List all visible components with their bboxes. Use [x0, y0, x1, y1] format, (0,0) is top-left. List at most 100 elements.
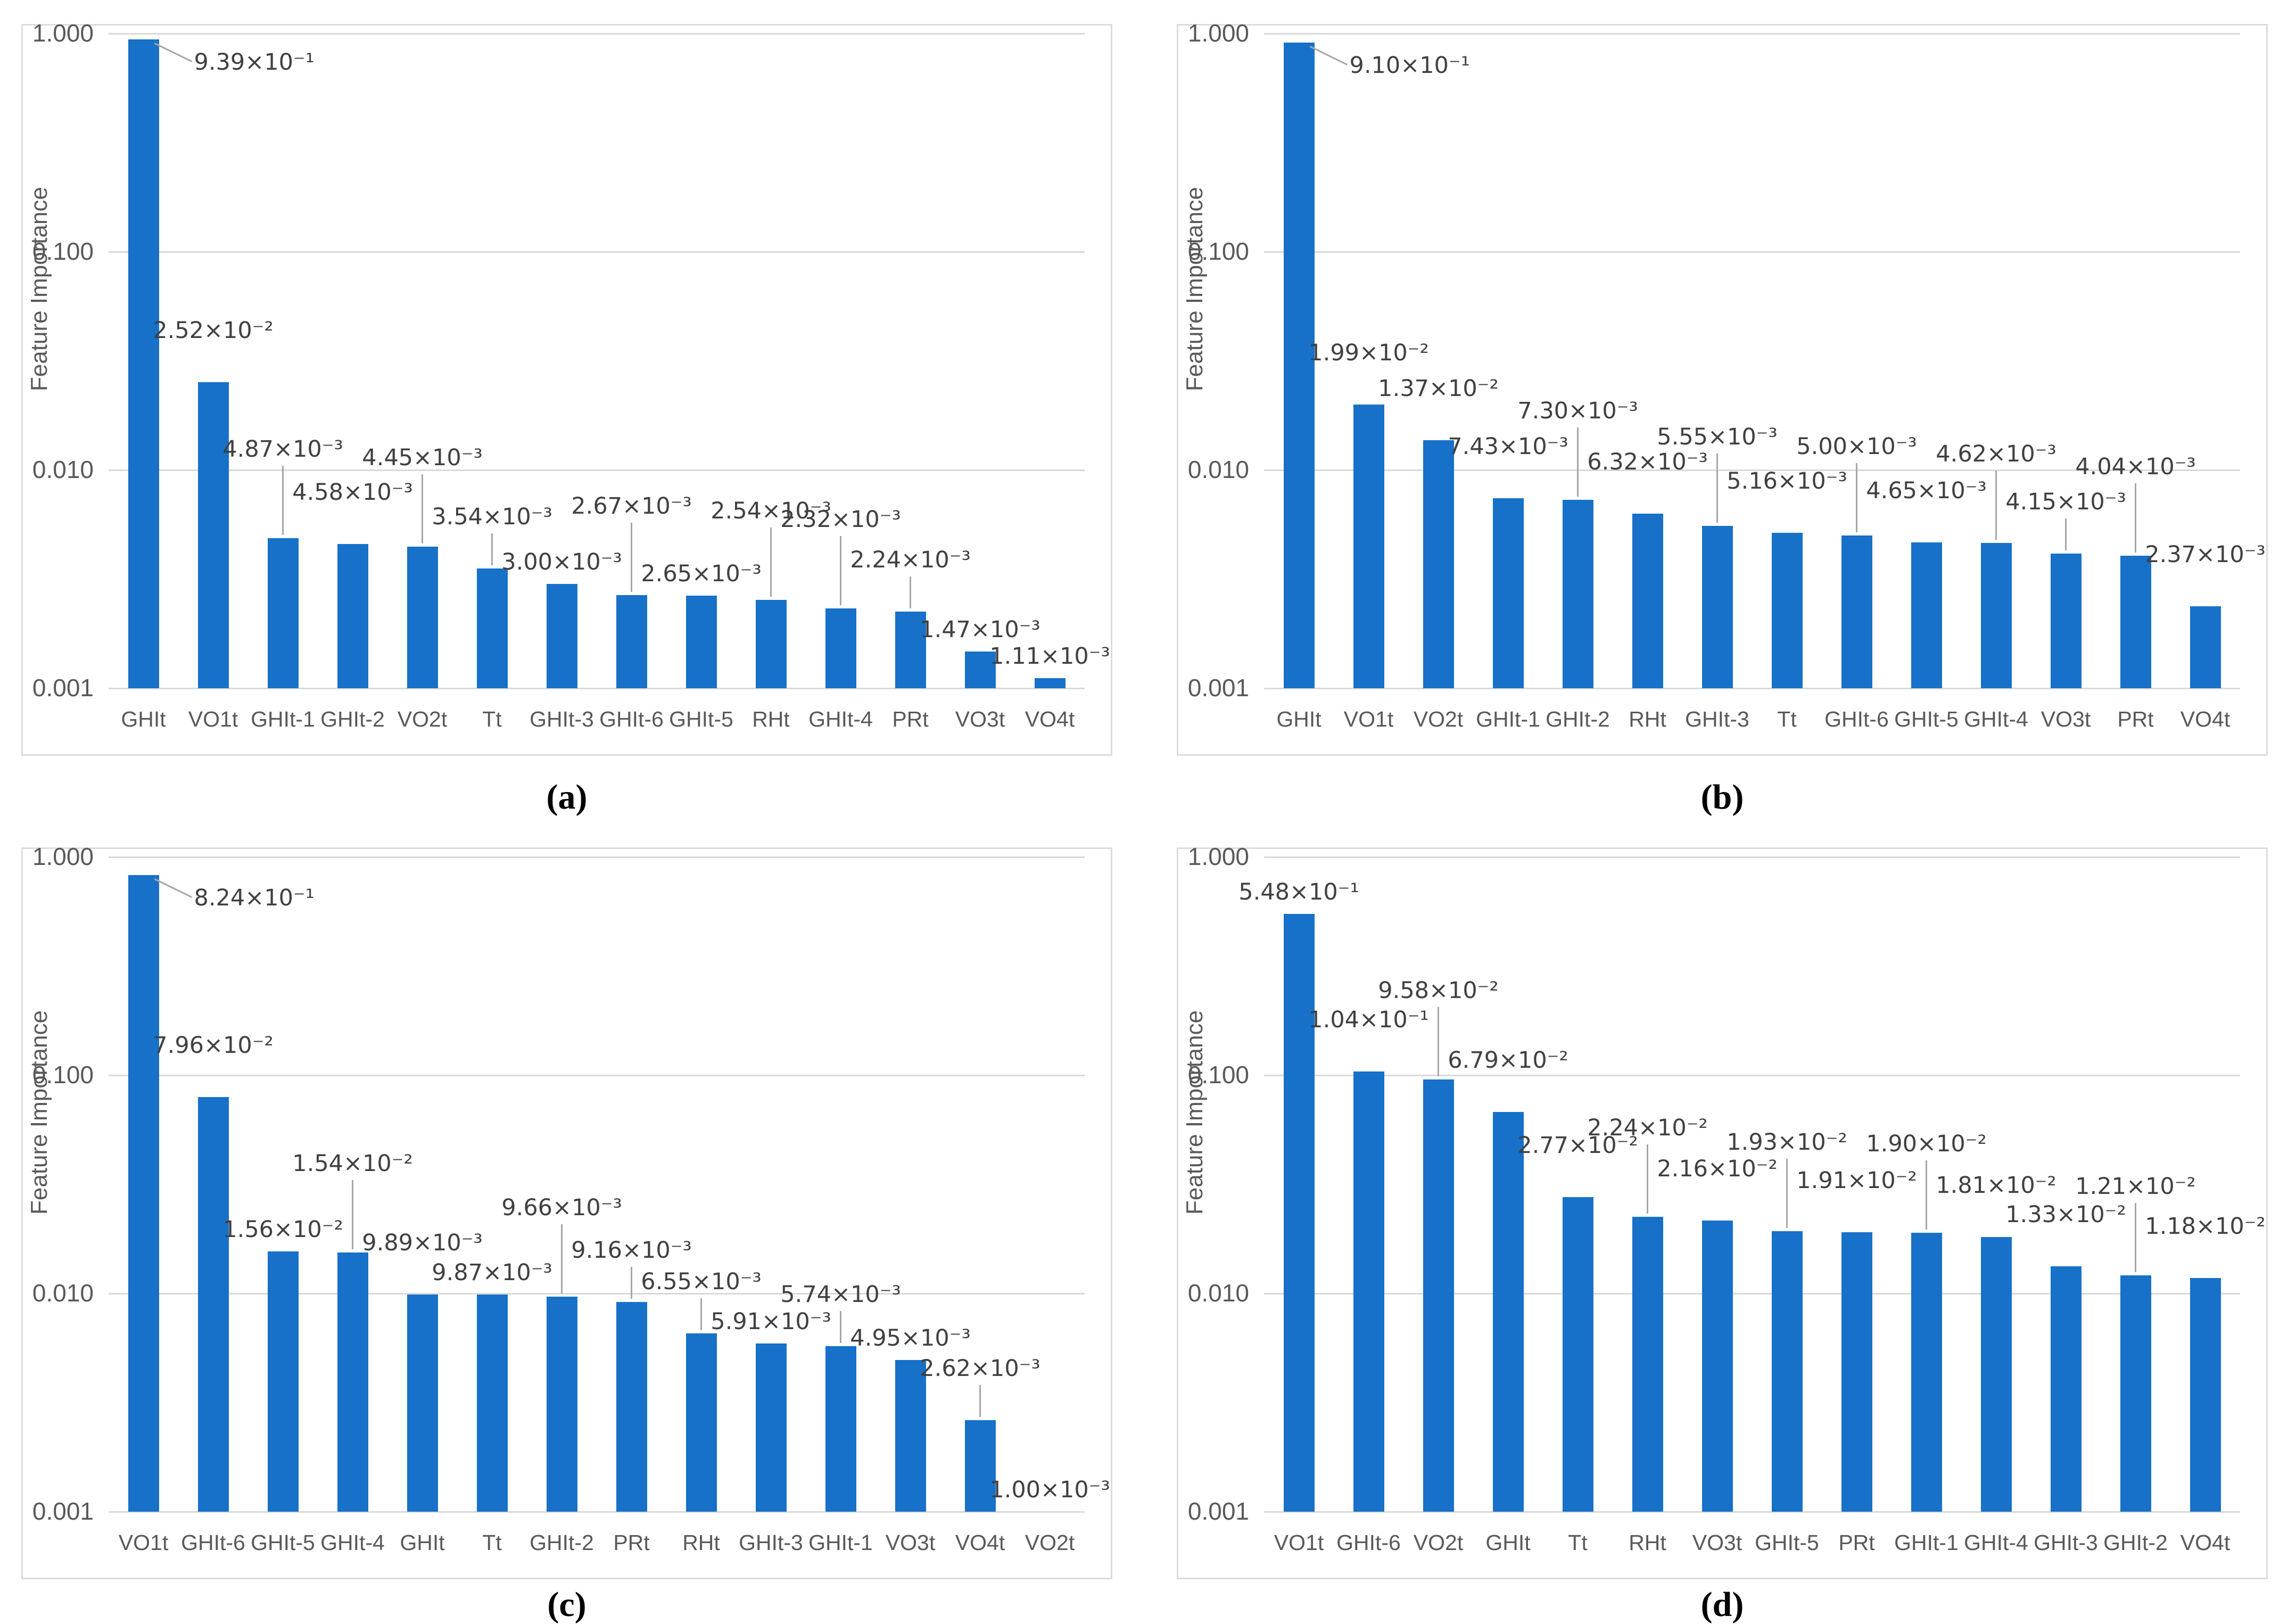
- bar-VO1t: [197, 382, 229, 688]
- x-category-label: VO3t: [885, 1530, 936, 1555]
- caption-c: (c): [21, 1585, 1112, 1624]
- value-label: 1.54×10⁻²: [292, 1150, 413, 1177]
- y-axis-title: Feature Importance: [26, 1010, 52, 1215]
- value-label: 2.37×10⁻³: [2145, 541, 2266, 568]
- x-category-label: GHIt-4: [320, 1530, 385, 1555]
- value-label: 9.87×10⁻³: [432, 1259, 552, 1287]
- x-category-label: GHIt-2: [2103, 1530, 2168, 1555]
- bar-GHIt-6: [1841, 535, 1872, 688]
- x-category-label: VO4t: [955, 1530, 1005, 1555]
- x-category-label: VO2t: [1413, 707, 1464, 731]
- x-category-label: GHIt-1: [1476, 707, 1540, 731]
- bar-GHIt-5: [685, 596, 717, 688]
- value-label: 2.54×10⁻³: [711, 498, 831, 525]
- y-tick-label: 0.100: [1187, 237, 1249, 265]
- x-category-label: GHIt-1: [808, 1530, 873, 1555]
- x-category-label: VO2t: [1025, 1530, 1075, 1555]
- gridline: [1264, 251, 2240, 253]
- value-label: 1.81×10⁻²: [1936, 1172, 2056, 1199]
- x-category-label: GHIt-2: [320, 707, 385, 731]
- x-category-label: GHIt: [121, 707, 166, 731]
- y-tick-label: 1.000: [1187, 843, 1249, 870]
- y-tick-label: 1.000: [32, 843, 94, 870]
- bar-RHt: [1632, 513, 1663, 688]
- value-label: 7.43×10⁻³: [1448, 433, 1568, 460]
- y-axis-title: Feature Importance: [1182, 187, 1208, 391]
- x-category-label: RHt: [1629, 1530, 1666, 1555]
- chart-panel-d: 1.000 0.100 0.010 0.001 Feature Importance VO…: [1177, 843, 2268, 1579]
- x-category-label: VO1t: [118, 1530, 169, 1555]
- value-label: 2.52×10⁻²: [153, 317, 274, 344]
- bar-VO4t: [2190, 1277, 2221, 1512]
- bar-Tt: [1562, 1197, 1593, 1512]
- x-category-label: GHIt-2: [530, 1530, 594, 1555]
- x-category-label: GHIt: [1276, 707, 1321, 731]
- x-category-label: VO3t: [1692, 1530, 1742, 1555]
- value-label: 2.65×10⁻³: [641, 560, 762, 588]
- gridline: [1264, 687, 2240, 689]
- leader-line: [1438, 1007, 1439, 1076]
- x-category-label: GHIt-3: [2034, 1530, 2098, 1555]
- x-category-label: RHt: [1629, 707, 1666, 731]
- bar-GHIt: [128, 39, 159, 688]
- bar-GHIt-3: [2050, 1266, 2081, 1512]
- leader-line: [352, 1180, 353, 1250]
- x-category-label: GHIt-4: [1964, 707, 2028, 731]
- gridline: [1264, 1074, 2240, 1076]
- y-tick-label: 0.001: [1187, 1497, 1249, 1525]
- bar-VO1t: [1283, 914, 1315, 1512]
- value-label: 2.77×10⁻²: [1517, 1132, 1638, 1159]
- x-category-label: VO1t: [188, 707, 238, 731]
- value-label: 7.96×10⁻²: [153, 1032, 274, 1059]
- x-category-label: RHt: [682, 1530, 720, 1555]
- bar-GHIt-2: [546, 1297, 577, 1512]
- value-label: 9.16×10⁻³: [571, 1236, 692, 1264]
- gridline: [109, 251, 1085, 253]
- bar-VO3t: [2050, 553, 2081, 688]
- value-label: 2.24×10⁻²: [1587, 1115, 1708, 1142]
- value-label: 1.18×10⁻²: [2145, 1213, 2266, 1240]
- chart-panel-b: 1.000 0.100 0.010 0.001 Feature Importance GH…: [1177, 19, 2268, 756]
- y-tick-label: 0.100: [32, 237, 94, 265]
- x-category-label: GHIt-5: [1755, 1530, 1819, 1555]
- value-label: 3.00×10⁻³: [501, 549, 622, 576]
- x-category-label: VO2t: [397, 707, 448, 731]
- leader-line: [840, 1310, 841, 1343]
- bar-GHIt-2: [337, 544, 368, 688]
- caption-c-text: (c): [547, 1585, 587, 1624]
- panel-wrap-a: 1.000 0.100 0.010 0.001 Feature Importance GH…: [21, 19, 1112, 854]
- x-category-label: Tt: [1568, 1530, 1588, 1555]
- value-label: 1.56×10⁻²: [222, 1216, 343, 1243]
- value-label: 1.33×10⁻²: [2005, 1201, 2126, 1229]
- value-label: 2.16×10⁻²: [1657, 1155, 1778, 1182]
- chart-panel-a: 1.000 0.100 0.010 0.001 Feature Importance GH…: [21, 19, 1112, 756]
- value-label: 6.79×10⁻²: [1448, 1046, 1568, 1074]
- x-category-label: PRt: [2117, 707, 2154, 731]
- x-category-label: GHIt-6: [1824, 707, 1889, 731]
- leader-line: [1856, 463, 1857, 533]
- bar-Tt: [1771, 532, 1803, 688]
- x-category-label: VO2t: [1413, 1530, 1464, 1555]
- bar-GHIt-6: [197, 1097, 229, 1512]
- x-category-label: Tt: [1777, 707, 1797, 731]
- x-category-label: GHIt: [400, 1530, 445, 1555]
- y-tick-label: 0.001: [32, 1497, 94, 1525]
- gridline: [109, 1292, 1085, 1295]
- x-category-label: GHIt-6: [599, 707, 664, 731]
- bar-GHIt-4: [337, 1252, 368, 1512]
- leader-line: [1647, 1144, 1648, 1214]
- y-tick-label: 1.000: [32, 19, 94, 47]
- x-category-label: Tt: [482, 707, 502, 731]
- bar-GHIt-1: [1911, 1232, 1942, 1512]
- caption-b: (b): [1177, 777, 2268, 818]
- x-category-label: GHIt-1: [251, 707, 315, 731]
- y-tick-label: 0.100: [1187, 1061, 1249, 1089]
- bar-VO4t: [2190, 606, 2221, 688]
- gridline: [1264, 32, 2240, 35]
- value-label: 2.32×10⁻³: [780, 506, 901, 533]
- leader-line: [1309, 45, 1348, 65]
- panel-wrap-c: 1.000 0.100 0.010 0.001 Feature Importance VO…: [21, 843, 1112, 1624]
- value-label: 9.58×10⁻²: [1378, 977, 1499, 1004]
- y-tick-label: 0.001: [32, 674, 94, 702]
- value-label: 3.54×10⁻³: [432, 503, 552, 530]
